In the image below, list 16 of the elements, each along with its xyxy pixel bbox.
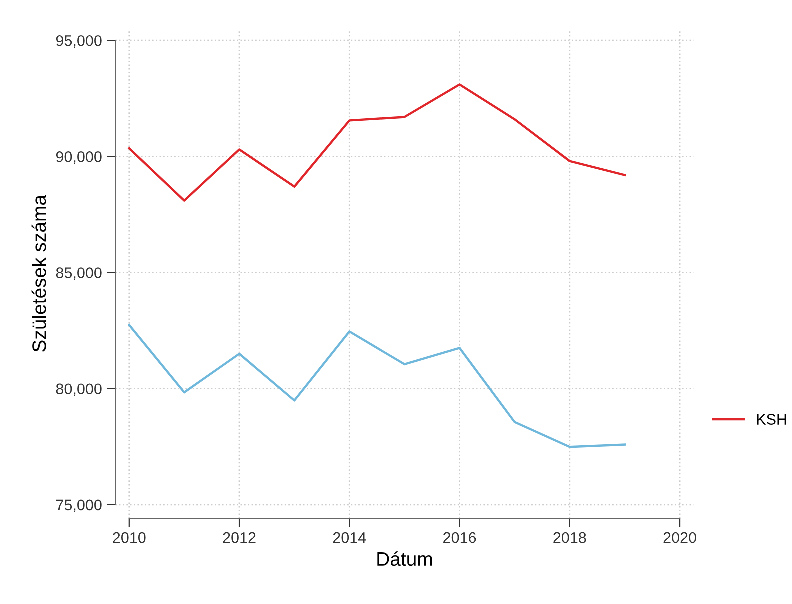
y-tick-label: 75,000 xyxy=(56,500,102,512)
line-series xyxy=(128,84,626,202)
x-tick-label: 2016 xyxy=(444,532,476,544)
x-tick-label: 2014 xyxy=(333,532,366,544)
line-series xyxy=(128,324,626,448)
y-tick-label: 85,000 xyxy=(56,268,102,280)
legend-label: KSH xyxy=(757,414,786,425)
x-tick-label: 2020 xyxy=(664,532,696,544)
y-tick-label: 90,000 xyxy=(56,152,102,164)
y-tick-label: 80,000 xyxy=(56,384,102,396)
x-tick-label: 2010 xyxy=(113,532,146,544)
x-axis-title: Dátum xyxy=(378,552,432,566)
y-axis-title: Születések száma xyxy=(32,195,46,352)
y-tick-label: 95,000 xyxy=(56,35,102,48)
x-tick-label: 2018 xyxy=(554,532,586,544)
x-tick-label: 2012 xyxy=(223,532,256,544)
